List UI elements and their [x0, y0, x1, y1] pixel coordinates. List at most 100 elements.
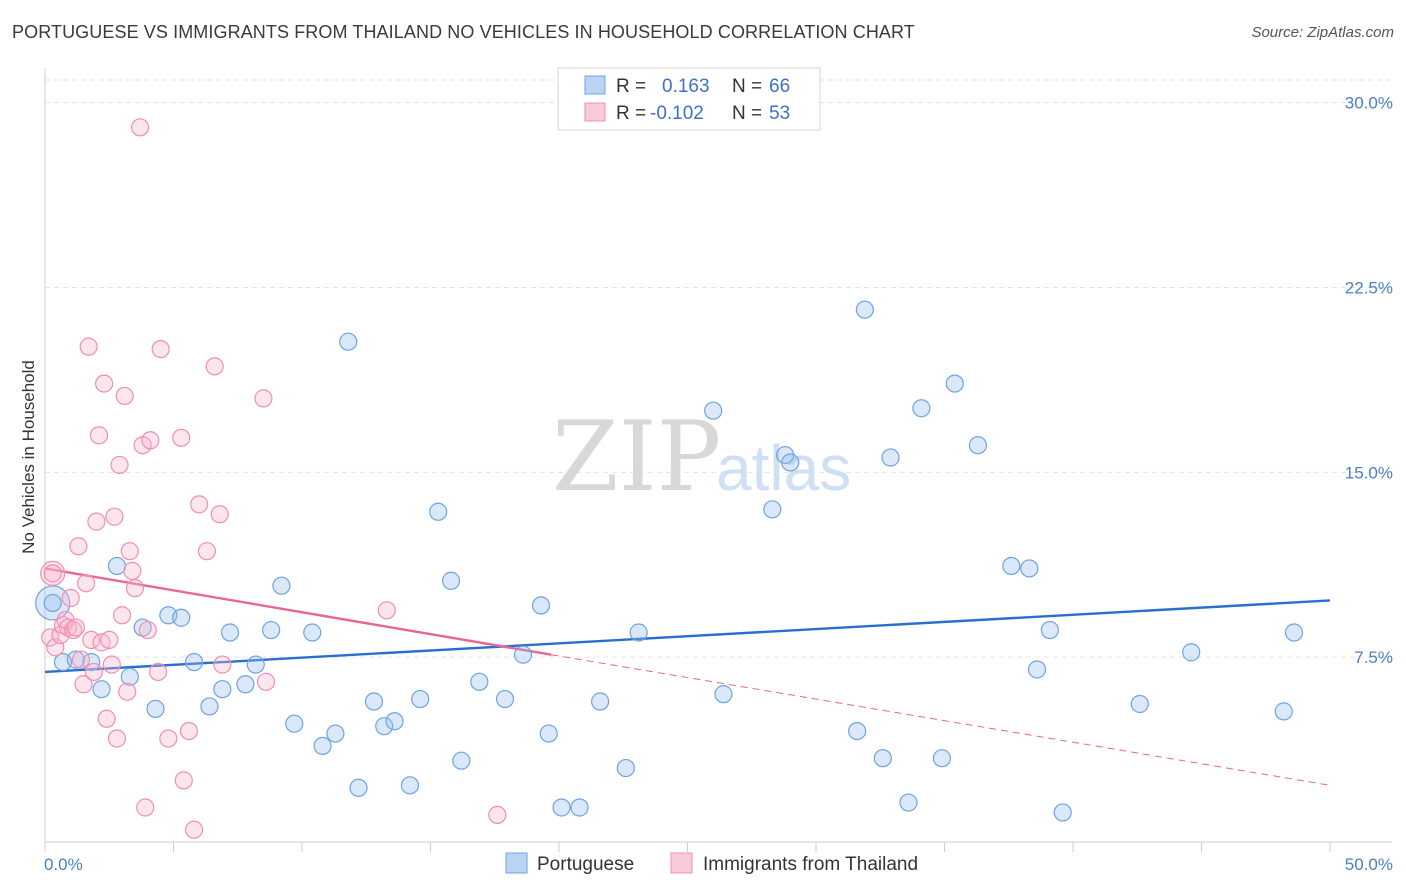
portuguese-point-13: [213, 680, 232, 699]
legend-r-label-1: R =: [616, 76, 646, 97]
trend-lines: [44, 567, 1331, 786]
portuguese-point-16: [246, 655, 265, 674]
portuguese-point-63: [1182, 643, 1201, 662]
y-axis-label: No Vehicles in Household: [19, 360, 38, 554]
portuguese-point-30: [429, 502, 448, 521]
portuguese-point-23: [339, 332, 358, 351]
legend-n-value-2: 53: [769, 103, 790, 124]
legend-n-label-1: N =: [732, 76, 762, 97]
thailand-point-48: [210, 505, 229, 524]
thailand-point-24: [105, 507, 124, 526]
portuguese-point-6: [120, 667, 139, 686]
portuguese-point-61: [1053, 803, 1072, 822]
y-tick-label-1: 15.0%: [1345, 463, 1393, 482]
portuguese-point-58: [1020, 559, 1039, 578]
portuguese-trend-line: [44, 599, 1331, 674]
bottom-legend: Portuguese Immigrants from Thailand: [505, 852, 918, 875]
tick-labels: 7.5% 15.0% 22.5% 30.0% 0.0% 50.0%: [44, 94, 1393, 874]
portuguese-point-20: [303, 623, 322, 642]
portuguese-point-37: [539, 724, 558, 743]
portuguese-point-59: [1027, 660, 1047, 679]
legend-n-value-1: 66: [769, 76, 790, 97]
thailand-point-13: [77, 574, 96, 593]
portuguese-point-0: [43, 593, 62, 613]
gridlines: [45, 79, 1392, 658]
portuguese-point-36: [531, 596, 551, 615]
portuguese-point-18: [272, 576, 291, 595]
thailand-point-41: [172, 428, 191, 447]
portuguese-point-39: [570, 798, 589, 817]
legend: R = 0.163 N = 66 R = -0.102 N = 53: [557, 67, 821, 131]
thailand-point-29: [118, 682, 137, 701]
thailand-point-9: [66, 618, 85, 637]
portuguese-point-21: [313, 736, 332, 755]
thailand-point-16: [84, 662, 103, 682]
portuguese-point-27: [385, 712, 404, 731]
thailand-point-28: [115, 386, 134, 406]
thailand-point-45: [190, 495, 209, 514]
thailand-point-51: [256, 672, 276, 691]
thailand-point-40: [159, 729, 178, 748]
portuguese-point-26: [375, 717, 394, 736]
thailand-point-18: [89, 426, 109, 445]
thailand-point-20: [95, 374, 114, 393]
portuguese-point-54: [932, 749, 952, 768]
bottom-legend-label-thailand: Immigrants from Thailand: [703, 854, 918, 875]
thailand-point-26: [110, 455, 129, 475]
thailand-point-32: [125, 579, 145, 598]
thailand-point-10: [69, 537, 88, 556]
portuguese-point-51: [881, 448, 900, 467]
thailand-point-50: [254, 389, 273, 408]
thailand-point-49: [213, 655, 232, 674]
portuguese-point-2: [66, 650, 85, 669]
thailand-point-38: [148, 662, 168, 682]
portuguese-point-24: [349, 778, 368, 797]
portuguese-point-14: [220, 623, 240, 642]
portuguese-point-11: [184, 652, 204, 672]
portuguese-point-34: [495, 689, 515, 709]
thailand-point-14: [79, 337, 98, 356]
thailand-point-31: [123, 561, 142, 581]
portuguese-point-40: [591, 692, 610, 711]
portuguese-point-33: [470, 672, 489, 691]
thailand-point-8: [64, 620, 83, 640]
portuguese-point-12: [200, 697, 219, 716]
portuguese-point-64: [1274, 702, 1293, 721]
watermark-zip: ZIP: [552, 401, 721, 513]
y-tick-label-0: 7.5%: [1354, 648, 1393, 667]
thailand-point-12: [74, 675, 93, 694]
portuguese-point-28: [400, 776, 420, 795]
thailand-point-23: [102, 655, 121, 674]
thailand-point-33: [130, 118, 150, 137]
thailand-point-46: [197, 542, 217, 561]
thailand-point-53: [488, 805, 507, 824]
y-tick-label-2: 22.5%: [1345, 278, 1393, 297]
axes: [44, 68, 1392, 852]
portuguese-point-65: [1284, 623, 1304, 642]
thailand-point-11: [71, 650, 91, 669]
portuguese-point-45: [763, 500, 782, 519]
legend-r-value-1: 0.163: [662, 76, 710, 97]
portuguese-point-32: [452, 751, 471, 770]
thailand-point-44: [184, 820, 204, 839]
portuguese-point-31: [441, 571, 461, 590]
portuguese-point-10: [172, 608, 191, 627]
thailand-point-27: [112, 606, 132, 625]
portuguese-point-4: [92, 680, 111, 699]
y-tick-label-3: 30.0%: [1345, 94, 1393, 113]
legend-r-label-2: R =: [616, 103, 646, 124]
legend-swatch-portuguese: [584, 75, 606, 95]
thailand-point-35: [136, 798, 155, 817]
portuguese-point-44: [714, 685, 733, 704]
portuguese-point-38: [552, 798, 571, 817]
portuguese-point-22: [326, 724, 345, 743]
thailand-point-47: [205, 357, 224, 376]
portuguese-point-25: [364, 692, 384, 711]
thailand-point-37: [141, 431, 160, 450]
bottom-legend-swatch-thailand: [670, 852, 693, 874]
portuguese-point-43: [704, 401, 723, 420]
thailand-point-21: [97, 709, 116, 728]
portuguese-point-56: [968, 436, 988, 455]
portuguese-point-5: [107, 556, 127, 576]
